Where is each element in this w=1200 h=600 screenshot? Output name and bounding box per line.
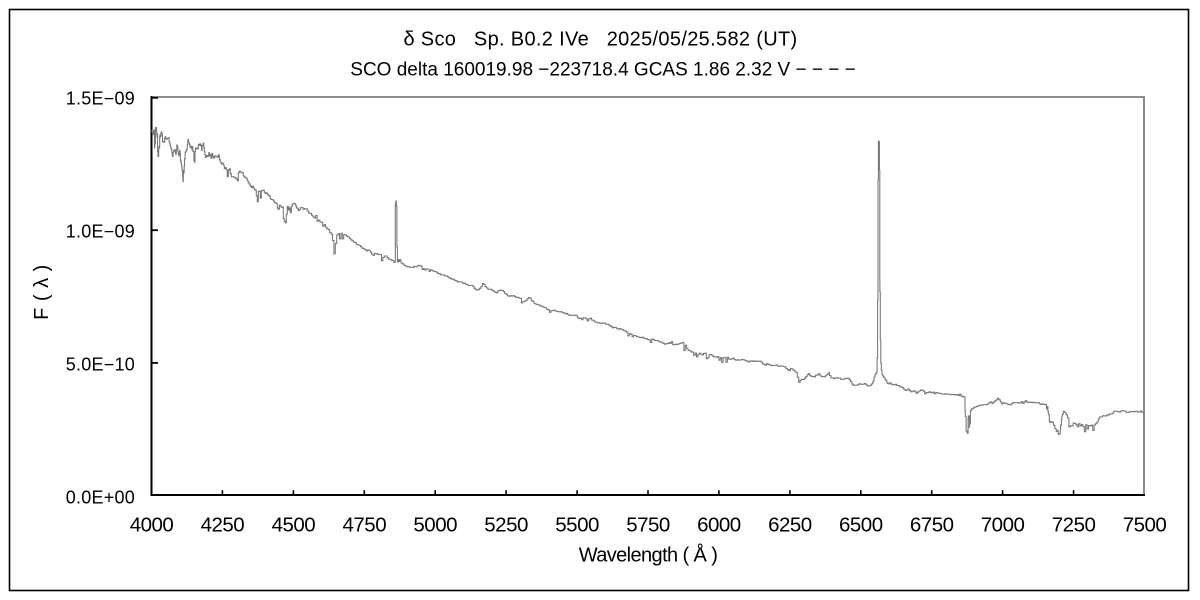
svg-text:6000: 6000 [697, 513, 741, 536]
svg-text:6750: 6750 [910, 513, 954, 536]
svg-text:4000: 4000 [130, 513, 174, 536]
svg-text:7500: 7500 [1123, 513, 1167, 536]
svg-text:5250: 5250 [484, 513, 528, 536]
svg-text:4500: 4500 [272, 513, 316, 536]
svg-text:Wavelength ( Å ): Wavelength ( Å ) [579, 544, 718, 567]
svg-text:1.0E−09: 1.0E−09 [66, 222, 135, 242]
svg-text:4750: 4750 [342, 513, 386, 536]
svg-text:1.5E−09: 1.5E−09 [66, 89, 135, 109]
svg-text:F ( λ ): F ( λ ) [31, 264, 53, 320]
svg-text:7250: 7250 [1052, 513, 1096, 536]
svg-text:5500: 5500 [555, 513, 599, 536]
svg-text:6250: 6250 [768, 513, 812, 536]
svg-text:0.0E+00: 0.0E+00 [66, 488, 135, 508]
svg-text:4250: 4250 [201, 513, 245, 536]
svg-text:5000: 5000 [413, 513, 457, 536]
svg-text:5750: 5750 [626, 513, 670, 536]
svg-text:6500: 6500 [839, 513, 883, 536]
svg-text:δ Sco Sp. B0.2 IVe 2025/05: δ Sco Sp. B0.2 IVe 2025/05/25.582 (UT) [403, 29, 797, 51]
svg-text:7000: 7000 [981, 513, 1025, 536]
svg-text:5.0E−10: 5.0E−10 [66, 355, 135, 375]
svg-text:SCO delta 160019.98 −223718.4: SCO delta 160019.98 −223718.4 GCAS 1.86 … [350, 59, 855, 80]
